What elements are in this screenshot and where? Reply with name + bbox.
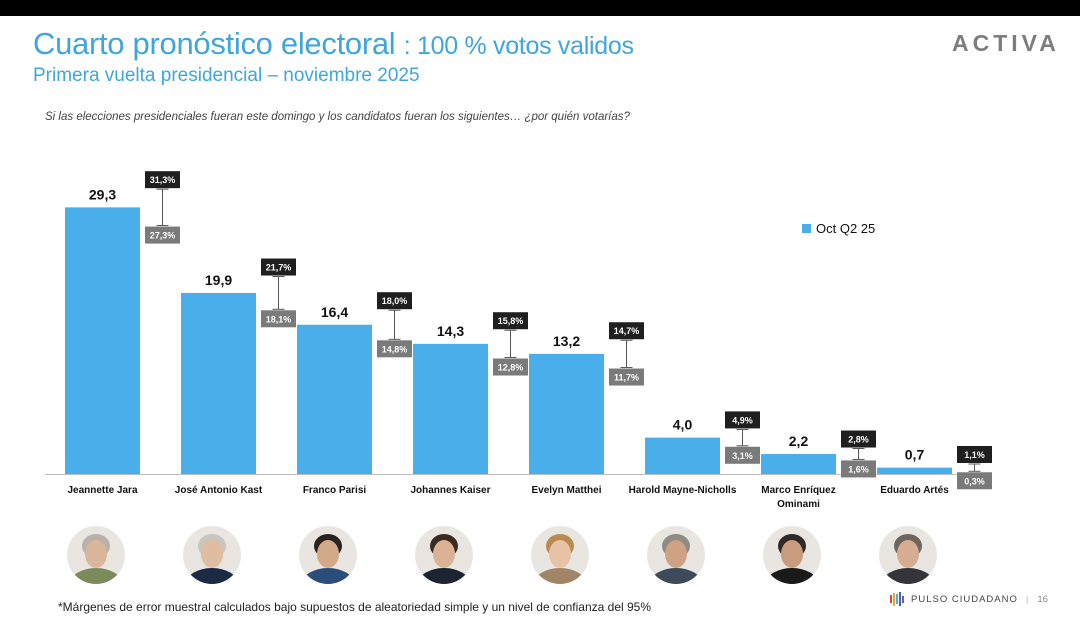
candidate-0-portrait-icon [67, 526, 125, 584]
bar-value-label: 19,9 [205, 272, 232, 288]
category-label: Harold Mayne-Nicholls [629, 485, 737, 496]
upper-bound-box [957, 445, 992, 463]
bar-value-label: 13,2 [553, 333, 580, 349]
upper-bound-label: 2,8% [848, 435, 869, 445]
candidate-7-portrait-icon [879, 526, 937, 584]
footnote: *Márgenes de error muestral calculados b… [58, 600, 652, 614]
category-label: Eduardo Artés [880, 485, 949, 496]
upper-bound-box [609, 322, 644, 340]
upper-bound-label: 4,9% [732, 415, 753, 425]
bar-7 [877, 467, 952, 474]
page-title: Cuarto pronóstico electoral : 100 % voto… [33, 26, 634, 62]
bar-0 [65, 207, 140, 474]
candidate-5-portrait-icon [647, 526, 705, 584]
footer-separator: | [1025, 593, 1030, 605]
candidate-3-portrait-icon [415, 526, 473, 584]
lower-bound-box [261, 310, 296, 328]
lower-bound-label: 12,8% [498, 363, 524, 373]
bar-value-label: 16,4 [321, 304, 348, 320]
lower-bound-label: 27,3% [150, 231, 176, 241]
bar-1 [181, 292, 256, 474]
upper-bound-box [145, 171, 180, 189]
lower-bound-label: 1,6% [848, 464, 869, 474]
survey-question: Si las elecciones presidenciales fueran … [45, 111, 630, 123]
page-subtitle: Primera vuelta presidencial – noviembre … [33, 65, 420, 86]
pulso-bars-icon [890, 592, 905, 606]
bar-value-label: 0,7 [905, 447, 925, 463]
lower-bound-label: 0,3% [964, 476, 985, 486]
candidate-1-portrait-icon [183, 526, 241, 584]
pulso-logo-text: PULSO CIUDADANO [911, 593, 1018, 605]
bar-value-label: 2,2 [789, 433, 809, 449]
upper-bound-box [841, 430, 876, 448]
legend-swatch [802, 224, 811, 233]
bar-chart: 29,3 31,3% 27,3% Jeannette Jara 19,9 21,7% 18,… [45, 171, 992, 510]
upper-bound-label: 1,1% [964, 450, 985, 460]
upper-bound-label: 21,7% [266, 263, 292, 273]
lower-bound-box [493, 358, 528, 376]
upper-bound-label: 18,0% [382, 296, 408, 306]
pulso-ciudadano-logo: PULSO CIUDADANO | 16 [890, 592, 1048, 606]
title-main: Cuarto pronóstico electoral [33, 26, 396, 61]
upper-bound-box [261, 258, 296, 276]
upper-bound-label: 15,8% [498, 316, 524, 326]
bar-4 [529, 353, 604, 474]
lower-bound-box [609, 368, 644, 386]
legend-label: Oct Q2 25 [816, 221, 876, 236]
title-sub: : 100 % votos validos [403, 32, 634, 60]
upper-bound-box [377, 292, 412, 310]
bar-6 [761, 453, 836, 474]
page-number: 16 [1037, 593, 1048, 605]
lower-bound-label: 14,8% [382, 344, 408, 354]
top-black-bar [0, 0, 1080, 16]
category-label: Marco Enríquez [761, 485, 835, 496]
candidate-4-portrait-icon [531, 526, 589, 584]
bar-2 [297, 324, 372, 474]
chart-legend: Oct Q2 25 [802, 221, 875, 236]
category-label: Jeannette Jara [67, 485, 137, 496]
upper-bound-box [493, 312, 528, 330]
candidate-6-portrait-icon [763, 526, 821, 584]
lower-bound-box [145, 226, 180, 244]
lower-bound-box [725, 446, 760, 464]
category-label: José Antonio Kast [175, 485, 263, 496]
lower-bound-label: 11,7% [614, 373, 639, 383]
lower-bound-label: 18,1% [266, 314, 292, 324]
upper-bound-label: 31,3% [150, 175, 176, 185]
upper-bound-box [725, 411, 760, 429]
lower-bound-box [957, 472, 992, 490]
category-label: Evelyn Matthei [531, 485, 601, 496]
bar-value-label: 29,3 [89, 186, 116, 202]
bar-value-label: 4,0 [673, 417, 693, 433]
category-label: Ominami [777, 499, 820, 510]
lower-bound-box [841, 460, 876, 478]
category-label: Franco Parisi [303, 485, 367, 496]
candidate-2-portrait-icon [299, 526, 357, 584]
lower-bound-box [377, 340, 412, 358]
bar-5 [645, 437, 720, 474]
category-label: Johannes Kaiser [410, 485, 490, 496]
activa-logo: ACTIVA [952, 30, 1060, 56]
bar-value-label: 14,3 [437, 323, 464, 339]
lower-bound-label: 3,1% [732, 451, 753, 461]
upper-bound-label: 14,7% [614, 326, 640, 336]
bar-3 [413, 343, 488, 474]
